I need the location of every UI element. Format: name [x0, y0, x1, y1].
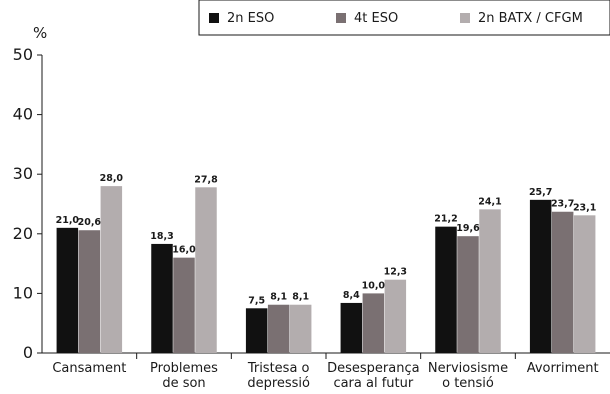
bar-value-label: 12,3	[384, 267, 407, 278]
bar	[551, 211, 574, 353]
bar	[78, 230, 101, 353]
y-tick-label: 30	[13, 164, 33, 183]
bar-value-label: 21,2	[434, 214, 457, 225]
legend-swatch-2n-eso	[209, 13, 219, 23]
bar	[435, 226, 457, 353]
x-tick-label: Desesperança	[327, 361, 419, 376]
x-tick-label: Cansament	[52, 361, 126, 376]
bars	[56, 186, 596, 353]
y-tick-label: 50	[13, 45, 33, 64]
bar-value-label: 7,5	[248, 295, 265, 306]
legend-label-2n-batx-cfgm: 2n BATX / CFGM	[478, 11, 583, 26]
x-tick-label: Avorriment	[527, 361, 599, 376]
y-tick-label: 40	[13, 105, 33, 124]
bar	[529, 199, 552, 353]
bar	[573, 215, 596, 353]
bar-value-label: 19,6	[456, 223, 480, 234]
bar	[289, 304, 312, 353]
bar	[56, 227, 79, 353]
legend-swatch-4t-eso	[336, 13, 346, 23]
bar-value-label: 24,1	[478, 196, 501, 207]
bar	[267, 304, 290, 353]
bar-value-label: 16,0	[172, 245, 196, 256]
bar	[340, 302, 363, 353]
bar	[245, 308, 268, 353]
bar	[100, 186, 123, 353]
bar	[151, 243, 173, 353]
legend-label-2n-eso: 2n ESO	[227, 11, 274, 26]
x-tick-label: cara al futur	[333, 376, 413, 391]
bar-value-label: 8,4	[343, 290, 360, 301]
y-tick-label: 0	[23, 343, 33, 362]
bar	[195, 187, 217, 353]
bar-value-label: 8,1	[292, 292, 309, 303]
bar-value-label: 8,1	[270, 292, 287, 303]
x-tick-label: de son	[162, 376, 205, 391]
bar-value-label: 21,0	[56, 215, 80, 226]
bar-value-label: 20,6	[78, 217, 102, 228]
y-tick-label: 10	[13, 283, 33, 302]
x-tick-label: Tristesa o	[247, 361, 310, 376]
bar	[362, 293, 385, 353]
axes: 0 10 20 30 40 50	[13, 45, 610, 362]
y-tick-label: 20	[13, 224, 33, 243]
bar-value-label: 23,7	[551, 199, 574, 210]
bar-value-label: 18,3	[150, 231, 173, 242]
legend-label-4t-eso: 4t ESO	[354, 11, 398, 26]
x-tick-label: o tensió	[442, 376, 494, 391]
legend: 2n ESO 4t ESO 2n BATX / CFGM	[198, 0, 610, 36]
bar-value-label: 28,0	[100, 173, 124, 184]
bar	[479, 209, 501, 353]
bar	[457, 236, 479, 353]
bar-value-label: 27,8	[194, 174, 218, 185]
bar-value-label: 25,7	[529, 187, 552, 198]
x-tick-label: Problemes	[150, 361, 218, 376]
bar-value-label: 10,0	[362, 280, 386, 291]
legend-swatch-2n-batx-cfgm	[460, 13, 470, 23]
bar	[384, 279, 407, 353]
x-tick-label: depressió	[247, 376, 310, 391]
bar-value-label: 23,1	[573, 202, 596, 213]
bar	[173, 257, 195, 353]
y-unit-label: %	[33, 24, 47, 42]
legend-frame	[198, 0, 610, 36]
x-tick-label: Nerviosisme	[428, 361, 508, 376]
value-labels: 21,020,6 28,0 18,3 16,0 27,8 7,5 8,1 8,1 8,410,0…	[56, 173, 597, 306]
